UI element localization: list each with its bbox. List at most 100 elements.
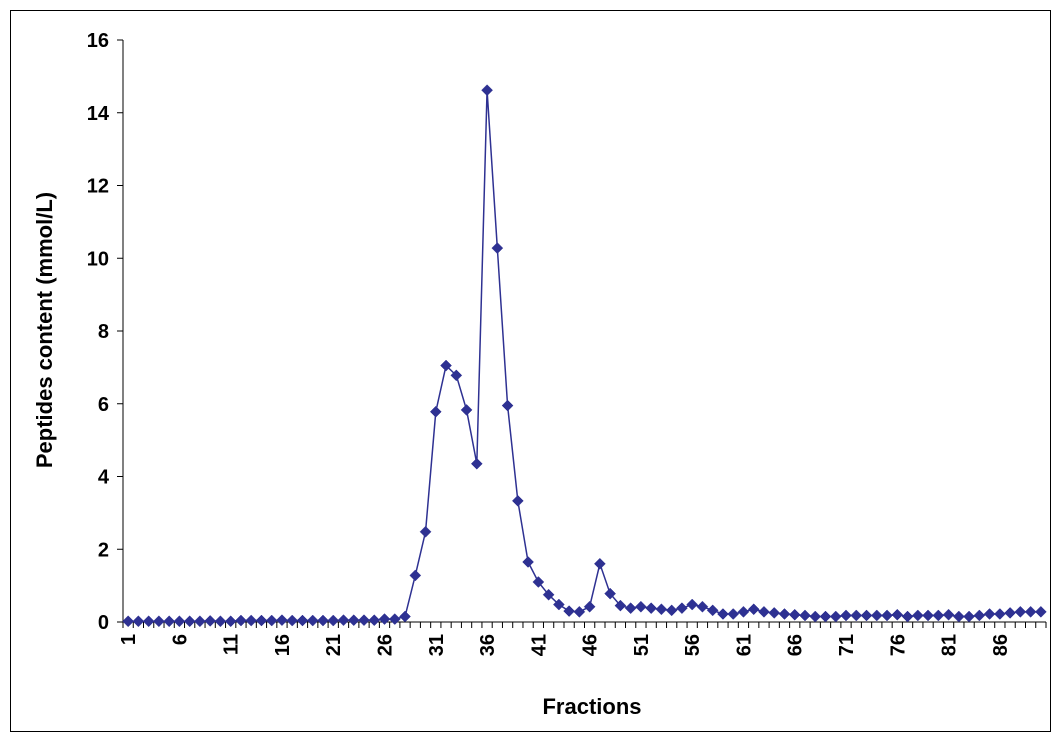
data-point-marker: [747, 603, 760, 616]
data-point-marker: [399, 610, 411, 623]
data-point-marker: [686, 598, 699, 611]
y-tick-label: 6: [98, 394, 109, 416]
y-tick-label: 2: [98, 539, 109, 561]
data-point-marker: [788, 608, 801, 621]
data-point-marker: [819, 610, 832, 623]
data-point-marker: [911, 609, 924, 622]
data-point-marker: [532, 576, 545, 588]
x-tick-label: 71: [836, 634, 858, 656]
data-point-marker: [347, 614, 360, 627]
data-point-marker: [952, 610, 965, 623]
data-point-marker: [655, 603, 668, 616]
data-point-marker: [614, 599, 627, 612]
y-axis-title: Peptides content (mmol/L): [32, 192, 57, 468]
x-tick-label: 36: [477, 634, 499, 656]
data-point-marker: [214, 615, 227, 628]
data-point-marker: [665, 604, 678, 617]
data-point-marker: [522, 556, 534, 568]
data-point-marker: [635, 600, 647, 613]
data-point-marker: [450, 369, 463, 382]
data-point-marker: [870, 609, 883, 622]
data-point-marker: [573, 605, 586, 618]
data-point-marker: [368, 614, 381, 627]
data-point-marker: [501, 399, 514, 412]
data-point-marker: [481, 84, 493, 97]
x-tick-label: 21: [323, 634, 345, 656]
y-tick-label: 12: [87, 176, 109, 198]
x-axis-title: Fractions: [542, 694, 641, 719]
data-point-marker: [173, 615, 186, 628]
data-point-marker: [153, 615, 165, 628]
data-point-marker: [388, 613, 401, 625]
data-point-marker: [296, 614, 309, 627]
data-point-marker: [429, 405, 442, 418]
data-point-marker: [758, 605, 770, 618]
axes-layer: [117, 39, 1047, 628]
data-point-marker: [850, 609, 863, 622]
data-point-marker: [932, 609, 945, 622]
data-point-marker: [224, 615, 237, 628]
x-tick-label: 26: [375, 634, 397, 656]
x-tick-label: 76: [887, 634, 909, 656]
data-point-marker: [717, 608, 729, 620]
data-point-marker: [491, 242, 504, 254]
data-point-marker: [337, 614, 350, 627]
data-point-marker: [286, 614, 299, 627]
data-point-marker: [1035, 605, 1047, 618]
data-point-marker: [276, 614, 288, 627]
data-point-marker: [829, 610, 842, 623]
data-point-marker: [706, 604, 719, 617]
data-point-marker: [809, 610, 822, 623]
data-point-marker: [511, 495, 524, 507]
x-tick-label: 1: [118, 634, 140, 645]
data-point-marker: [194, 615, 206, 628]
data-point-marker: [553, 598, 565, 611]
data-point-marker: [727, 608, 740, 620]
data-point-marker: [891, 608, 904, 621]
x-tick-label: 41: [528, 634, 550, 656]
data-point-marker: [470, 457, 483, 470]
x-tick-label: 66: [785, 634, 807, 656]
data-point-marker: [973, 609, 986, 622]
data-point-marker: [163, 615, 176, 628]
data-point-marker: [122, 615, 134, 628]
x-tick-label: 6: [169, 634, 191, 645]
data-point-marker: [799, 609, 811, 622]
x-tick-label: 86: [990, 634, 1012, 656]
data-point-marker: [419, 525, 432, 538]
data-point-marker: [778, 608, 791, 620]
data-point-marker: [460, 404, 473, 416]
data-point-marker: [1024, 605, 1037, 618]
data-point-marker: [645, 602, 658, 615]
data-point-marker: [542, 588, 555, 601]
labels-layer: Fractions Peptides content (mmol/L) 0246…: [32, 30, 1012, 719]
data-point-marker: [993, 608, 1006, 620]
y-tick-label: 16: [87, 30, 109, 52]
x-tick-label: 11: [221, 634, 243, 655]
series-line: [128, 90, 1041, 623]
data-point-marker: [183, 615, 196, 628]
x-tick-label: 51: [631, 634, 653, 656]
y-tick-label: 8: [98, 321, 109, 343]
data-point-marker: [255, 614, 268, 627]
data-point-marker: [860, 609, 873, 622]
data-point-marker: [983, 608, 996, 620]
data-point-marker: [265, 614, 278, 627]
data-point-marker: [594, 557, 606, 570]
data-point-marker: [204, 615, 217, 627]
data-point-marker: [142, 615, 155, 628]
data-point-marker: [942, 608, 955, 621]
x-tick-label: 31: [426, 634, 448, 656]
data-point-marker: [563, 605, 575, 617]
data-point-marker: [306, 614, 319, 627]
data-point-marker: [317, 614, 329, 627]
y-tick-label: 0: [98, 612, 109, 634]
data-point-marker: [922, 609, 934, 622]
data-point-marker: [132, 615, 145, 628]
data-point-marker: [696, 600, 709, 613]
data-point-marker: [624, 602, 637, 615]
data-point-marker: [1014, 605, 1027, 618]
data-point-marker: [737, 605, 750, 618]
data-point-marker: [235, 614, 247, 627]
